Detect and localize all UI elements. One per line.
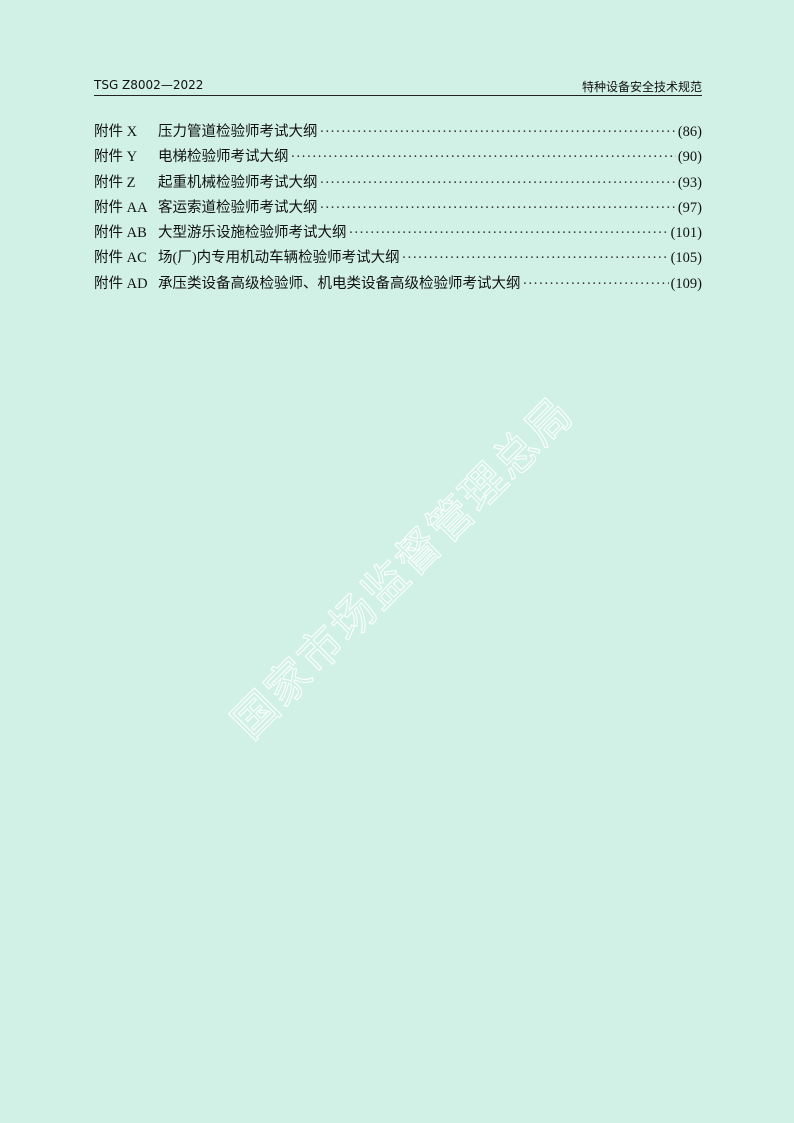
leader bbox=[320, 175, 676, 192]
toc-page: (105) bbox=[670, 250, 702, 267]
header: TSG Z8002—2022 特种设备安全技术规范 bbox=[94, 76, 702, 96]
toc-page: (90) bbox=[677, 149, 702, 166]
toc-title: 大型游乐设施检验师考试大纲 bbox=[158, 225, 347, 242]
toc-entry: 附件 Y 电梯检验师考试大纲 (90) bbox=[94, 145, 702, 170]
toc-page: (86) bbox=[677, 124, 702, 140]
toc-title: 场(厂)内专用机动车辆检验师考试大纲 bbox=[158, 250, 400, 267]
toc-label: 附件 AC bbox=[94, 250, 147, 267]
toc: 附件 X 压力管道检验师考试大纲 (86) 附件 Y 电梯检验师考试大纲 (90) 附件 Z… bbox=[94, 120, 702, 297]
toc-page: (93) bbox=[677, 174, 702, 191]
toc-page: (109) bbox=[670, 275, 702, 292]
leader bbox=[349, 225, 669, 242]
toc-entry: 附件 AA 客运索道检验师考试大纲 (97) bbox=[94, 196, 702, 221]
leader bbox=[523, 276, 669, 293]
toc-page: (101) bbox=[670, 225, 702, 242]
header-left: TSG Z8002—2022 bbox=[94, 78, 204, 92]
toc-title: 压力管道检验师考试大纲 bbox=[158, 124, 318, 140]
leader bbox=[320, 124, 676, 141]
header-right: 特种设备安全技术规范 bbox=[581, 80, 702, 94]
toc-title: 承压类设备高级检验师、机电类设备高级检验师考试大纲 bbox=[158, 275, 521, 292]
leader bbox=[320, 200, 676, 217]
toc-title: 起重机械检验师考试大纲 bbox=[158, 174, 318, 191]
toc-title: 客运索道检验师考试大纲 bbox=[158, 199, 318, 216]
leader bbox=[291, 149, 676, 166]
toc-label: 附件 Z bbox=[94, 174, 136, 191]
toc-label: 附件 AB bbox=[94, 225, 147, 242]
toc-title: 电梯检验师考试大纲 bbox=[158, 149, 289, 166]
toc-label: 附件 AD bbox=[94, 275, 148, 292]
toc-entry: 附件 AD 承压类设备高级检验师、机电类设备高级检验师考试大纲 (109) bbox=[94, 272, 702, 297]
toc-entry: 附件 Z 起重机械检验师考试大纲 (93) bbox=[94, 171, 702, 196]
toc-label: 附件 Y bbox=[94, 149, 138, 166]
toc-entry: 附件 AB 大型游乐设施检验师考试大纲 (101) bbox=[94, 221, 702, 246]
watermark: 国家市场监督管理总局 bbox=[222, 387, 584, 749]
leader bbox=[402, 250, 669, 267]
toc-entry: 附件 AC 场(厂)内专用机动车辆检验师考试大纲 (105) bbox=[94, 246, 702, 271]
toc-entry: 附件 X 压力管道检验师考试大纲 (86) bbox=[94, 120, 702, 145]
toc-page: (97) bbox=[677, 199, 702, 216]
toc-label: 附件 X bbox=[94, 124, 138, 140]
toc-label: 附件 AA bbox=[94, 199, 148, 216]
